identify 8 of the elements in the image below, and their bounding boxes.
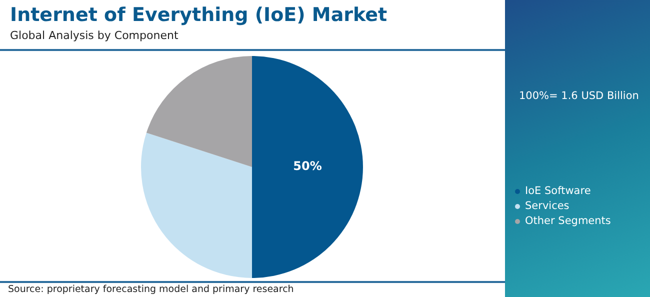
chart-subtitle: Global Analysis by Component [10,29,178,42]
legend-label: Services [525,200,570,212]
text: 100%= 1.6 USD Billion [519,90,639,102]
legend-label: Other Segments [525,215,611,227]
data-label: 50% [293,159,322,174]
chart-title: Internet of Everything (IoE) Market [10,4,388,26]
legend-label: IoE Software [525,185,591,197]
source-note: Source: proprietary forecasting model and primary research [8,284,294,295]
